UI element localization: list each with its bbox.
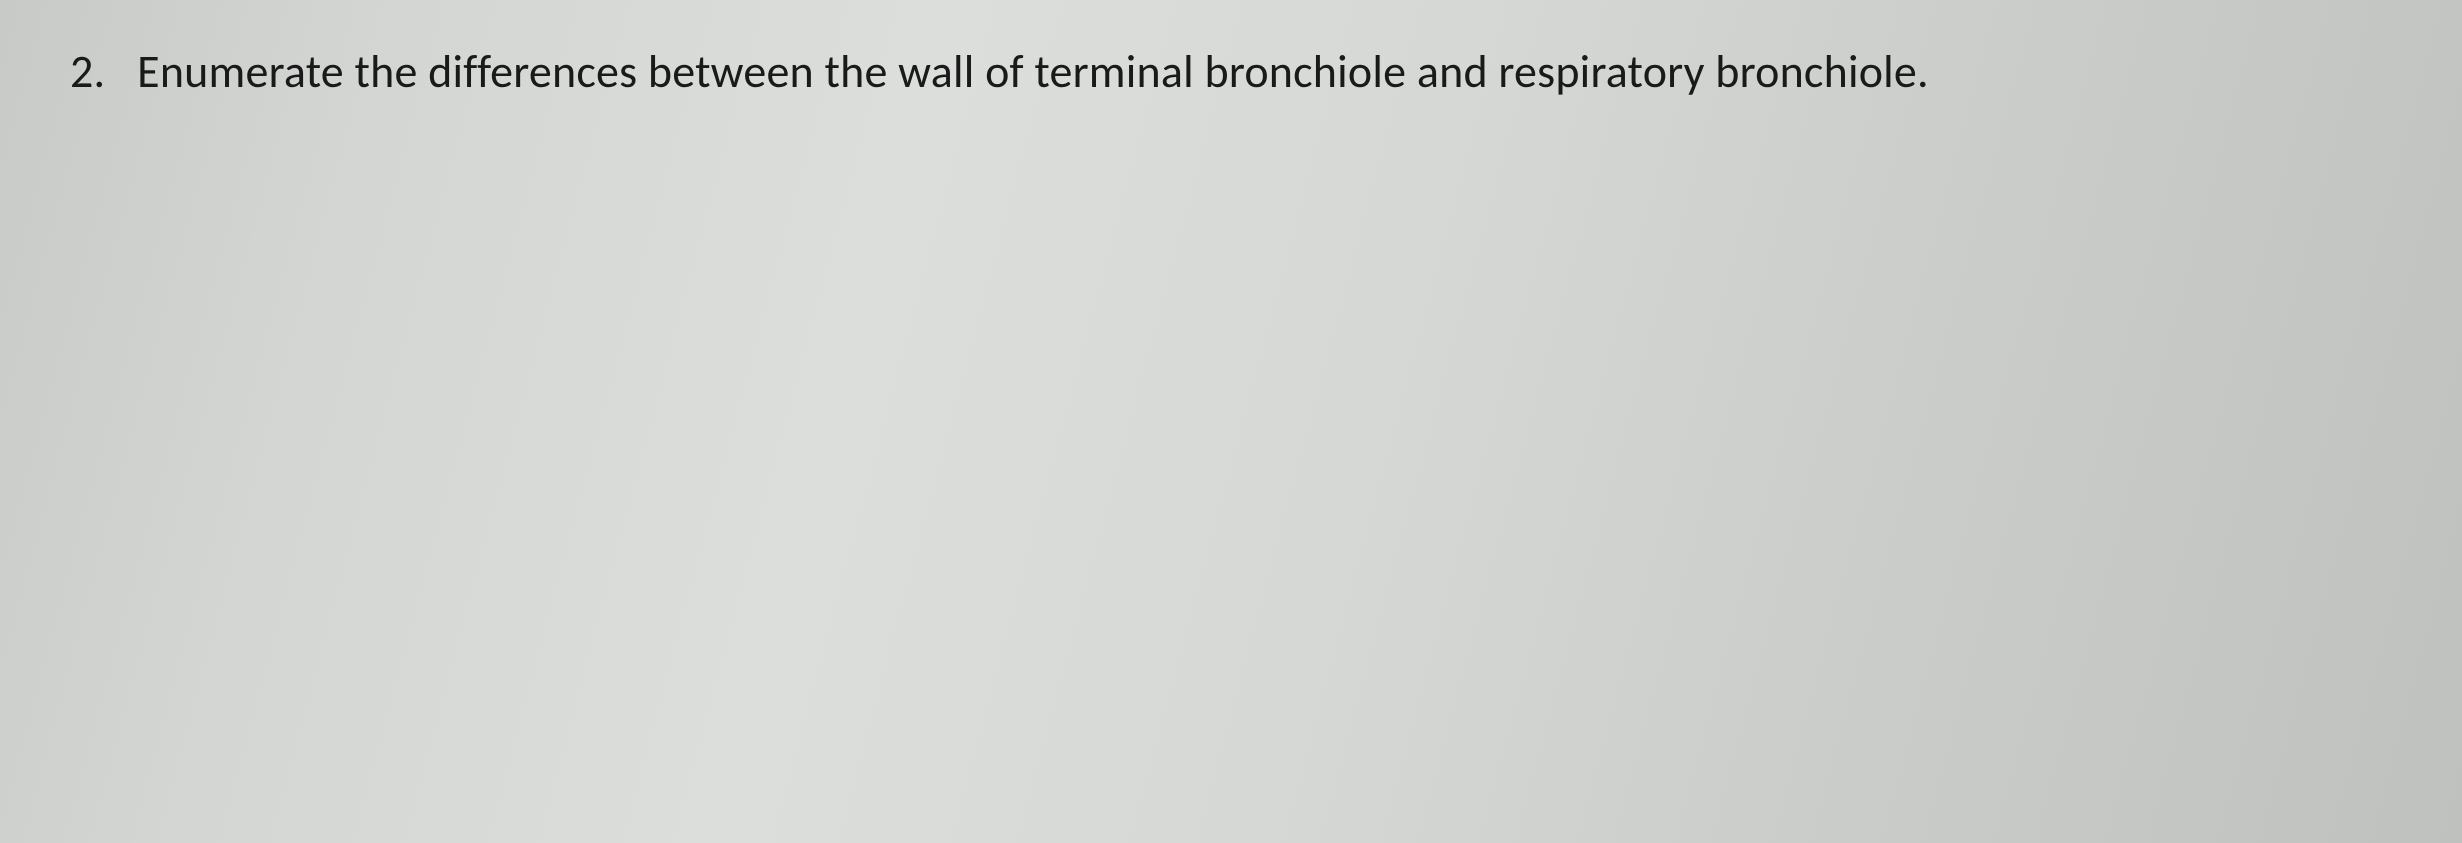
question-text: Enumerate the differences between the wa… [137, 44, 1929, 100]
question-line: 2. Enumerate the differences between the… [70, 44, 2422, 100]
document-page: 2. Enumerate the differences between the… [0, 0, 2462, 843]
question-number: 2. [70, 44, 105, 100]
